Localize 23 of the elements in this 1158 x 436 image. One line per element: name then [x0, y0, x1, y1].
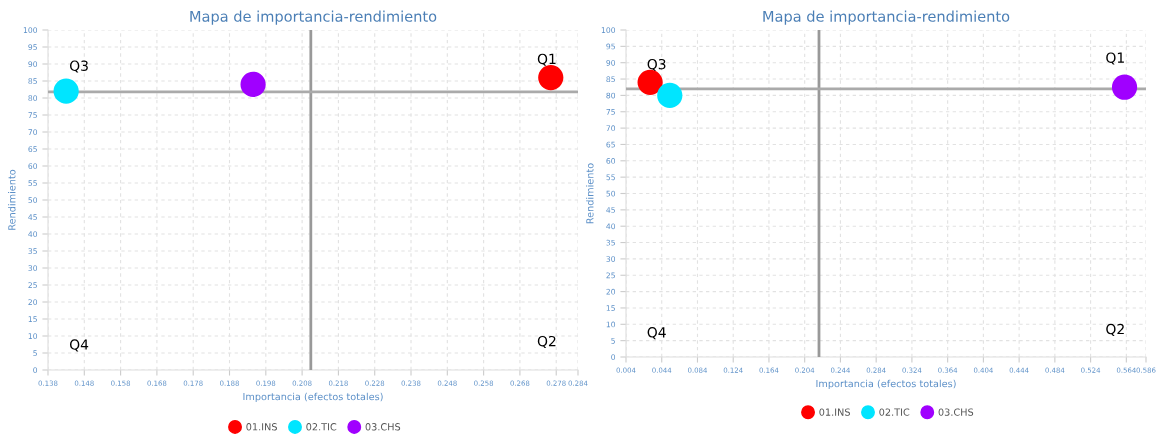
point	[53, 78, 79, 104]
annotation: Q3	[647, 58, 666, 72]
legend-label: 02.TIC	[879, 408, 910, 416]
point	[240, 71, 266, 98]
annotation: Q1	[537, 53, 556, 66]
annotation: Q4	[647, 327, 666, 340]
annotation: Q2	[537, 335, 556, 348]
x-axis-title: Importancia (efectos totales)	[243, 392, 383, 403]
annotation: Q3	[69, 60, 88, 73]
chart-title: Mapa de importancia-rendimiento	[763, 10, 1010, 25]
chart-title: Mapa de importancia-rendimiento	[190, 10, 437, 25]
annotation: Q4	[69, 339, 89, 352]
legend-label: 03.CHS	[365, 423, 401, 431]
y-axis-title: Rendimiento	[586, 163, 594, 224]
y-axis-title: Rendimiento	[8, 169, 16, 230]
legend-label: 01.INS	[246, 423, 277, 431]
annotation: Q2	[1106, 323, 1124, 336]
annotation: Q1	[1106, 52, 1124, 65]
point	[538, 64, 564, 91]
legend-label: 02.TIC	[306, 423, 337, 431]
x-axis-title: Importancia (efectos totales)	[816, 379, 956, 390]
legend-label: 03.CHS	[938, 408, 974, 416]
legend-label: 01.INS	[819, 408, 850, 416]
